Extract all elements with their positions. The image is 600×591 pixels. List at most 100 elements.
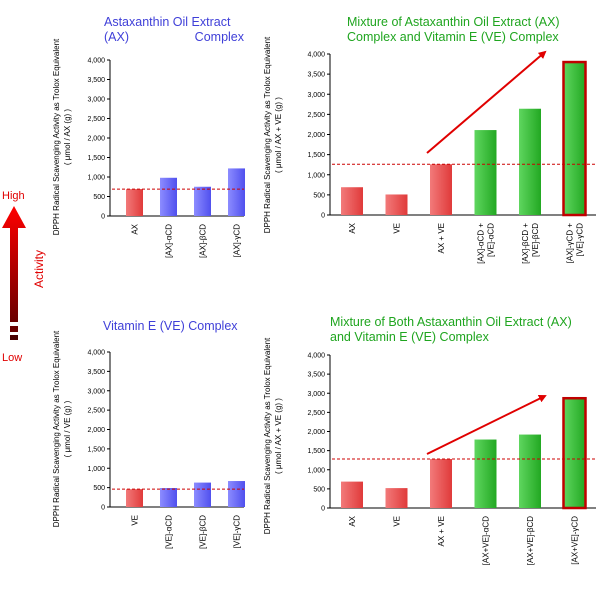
x-category-label: VE	[131, 515, 140, 526]
x-category-label: [VE]-αCD	[165, 515, 174, 549]
x-category-label: [AX+VE]-βCD	[526, 516, 535, 566]
y-tick-label: 3,500	[87, 77, 105, 84]
chart1-title-line2b: Complex	[194, 30, 244, 44]
x-category-label: [AX]-γCD +[VE]-γCD	[566, 223, 585, 264]
activity-axis-label: Activity	[32, 250, 46, 289]
y-tick-label: 3,000	[307, 391, 325, 398]
y-tick-label: 500	[313, 192, 325, 199]
y-tick-label: 1,000	[87, 175, 105, 182]
y-tick-label: 1,500	[307, 448, 325, 455]
bar	[194, 186, 211, 216]
activity-high-label: High	[2, 190, 25, 202]
y-tick-label: 3,000	[307, 92, 325, 99]
x-category-label: AX	[348, 222, 357, 233]
y-tick-label: 500	[313, 486, 325, 493]
chart1-title-line2a: (AX)	[104, 30, 129, 44]
bar	[519, 434, 541, 508]
y-tick-label: 3,000	[87, 97, 105, 104]
activity-arrow	[2, 206, 26, 340]
bar	[160, 177, 177, 216]
x-category-label: [AX+VE]-αCD	[482, 516, 491, 566]
activity-low-label: Low	[2, 352, 23, 364]
bar	[126, 189, 143, 216]
y-tick-label: 2,000	[307, 132, 325, 139]
chart3-title: Vitamin E (VE) Complex	[103, 319, 263, 334]
x-category-label: [VE]-γCD	[233, 515, 242, 549]
x-category-label: AX	[131, 223, 140, 234]
chart2-y-axis-label: DPPH Radical Scavenging Activity as Trol…	[263, 36, 283, 234]
x-category-label: [AX]-αCD	[165, 224, 174, 258]
y-tick-label: 4,000	[87, 58, 105, 65]
y-tick-label: 0	[101, 214, 105, 221]
bar	[194, 482, 211, 507]
y-tick-label: 2,500	[307, 410, 325, 417]
x-category-label: [AX]-βCD +[VE]-βCD	[521, 223, 540, 264]
x-category-label: [AX]-βCD	[199, 224, 208, 258]
y-tick-label: 500	[93, 485, 105, 492]
x-category-label: [AX]-αCD +[VE]-αCD	[477, 223, 496, 264]
chart1-title-line1: Astaxanthin Oil Extract	[104, 15, 231, 29]
x-category-label: AX + VE	[437, 223, 446, 253]
bar	[430, 459, 452, 508]
chart2-plot: 0 500 1,000 1,500 2,000 2,500 3,000 3,500 4,000 A…	[307, 50, 596, 264]
x-category-label: AX	[348, 515, 357, 526]
chart4-title-line1: Mixture of Both Astaxanthin Oil Extract …	[330, 315, 572, 329]
y-tick-label: 3,500	[87, 369, 105, 376]
y-tick-label: 4,000	[87, 350, 105, 357]
y-tick-label: 0	[101, 505, 105, 512]
chart3-title-line1: Vitamin E (VE) Complex	[103, 319, 238, 333]
y-tick-label: 500	[93, 194, 105, 201]
y-tick-label: 1,500	[87, 155, 105, 162]
y-tick-label: 2,500	[87, 408, 105, 415]
trend-arrow	[426, 395, 547, 455]
bar	[474, 130, 497, 215]
chart2-title-line1: Mixture of Astaxanthin Oil Extract (AX)	[347, 15, 560, 29]
y-tick-label: 1,500	[87, 446, 105, 453]
bar	[385, 194, 408, 215]
y-tick-label: 4,000	[307, 353, 325, 360]
bar	[430, 164, 452, 215]
x-category-label: VE	[393, 516, 402, 527]
x-category-label: AX + VE	[437, 516, 446, 546]
y-tick-label: 2,000	[307, 429, 325, 436]
y-tick-label: 0	[321, 506, 325, 513]
y-tick-label: 1,000	[307, 172, 325, 179]
x-category-label: [VE]-βCD	[199, 515, 208, 549]
chart1-title: Astaxanthin Oil Extract (AX) Complex	[104, 15, 244, 45]
bar	[562, 396, 587, 510]
y-tick-label: 1,000	[307, 467, 325, 474]
bar	[160, 488, 177, 507]
y-tick-label: 3,500	[307, 72, 325, 79]
y-tick-label: 3,500	[307, 372, 325, 379]
x-category-label: VE	[393, 223, 402, 234]
x-category-label: [AX]-γCD	[233, 224, 242, 258]
trend-arrow	[426, 50, 547, 154]
y-tick-label: 2,000	[87, 136, 105, 143]
chart4-y-axis-label: DPPH Radical Scavenging Activity as Trol…	[263, 337, 283, 535]
y-tick-label: 2,000	[87, 427, 105, 434]
chart2-title-line2: Complex and Vitamin E (VE) Complex	[347, 30, 559, 44]
bar	[385, 488, 408, 508]
chart3-plot: 0 500 1,000 1,500 2,000 2,500 3,000 3,500 4,000 V…	[87, 350, 245, 549]
y-tick-label: 2,500	[307, 112, 325, 119]
x-category-label: [AX+VE]-γCD	[571, 516, 580, 565]
chart4-title: Mixture of Both Astaxanthin Oil Extract …	[330, 315, 600, 345]
y-tick-label: 4,000	[307, 52, 325, 59]
bar	[519, 108, 541, 215]
bar	[474, 439, 497, 508]
bar	[562, 60, 587, 217]
chart4-title-line2: and Vitamin E (VE) Complex	[330, 330, 489, 344]
chart2-title: Mixture of Astaxanthin Oil Extract (AX) …	[347, 15, 597, 45]
bar	[341, 481, 363, 508]
y-tick-label: 3,000	[87, 388, 105, 395]
y-tick-label: 1,500	[307, 152, 325, 159]
bar	[228, 168, 245, 216]
bar	[126, 489, 143, 507]
chart1-plot: 0 500 1,000 1,500 2,000 2,500 3,000 3,500 4,000 A…	[87, 58, 245, 258]
y-tick-label: 1,000	[87, 466, 105, 473]
chart4-plot: 0 500 1,000 1,500 2,000 2,500 3,000 3,500 4,000 A…	[307, 353, 596, 566]
bar	[341, 187, 363, 215]
y-tick-label: 0	[321, 213, 325, 220]
bar	[228, 481, 245, 507]
